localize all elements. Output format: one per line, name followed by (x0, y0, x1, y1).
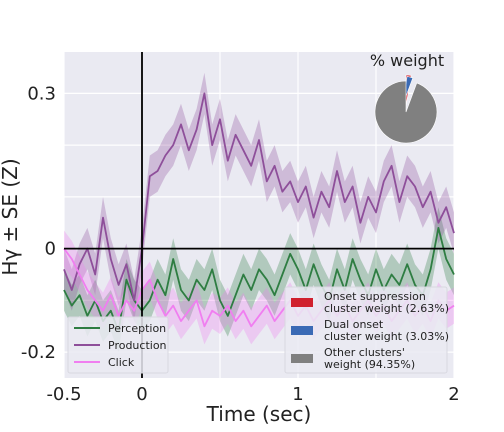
pie-legend-label: cluster weight (2.63%) (324, 302, 449, 315)
production-legend-label: Production (108, 339, 167, 352)
y-ticks: 0.3 0 -0.2 (21, 83, 56, 363)
x-axis-label: Time (sec) (206, 402, 312, 426)
weight-pie-inset: % weight (370, 51, 444, 144)
x-tick-label: 2 (448, 384, 459, 405)
perception-line (63, 226, 455, 333)
y-tick-label: 0 (45, 239, 56, 260)
production-line (63, 92, 455, 302)
x-tick-label: -0.5 (46, 384, 81, 405)
y-tick-label: -0.2 (21, 342, 56, 363)
x-tick-label: 0 (136, 384, 147, 405)
weight-pie (374, 74, 438, 144)
pie-legend-label: Other clusters' (324, 346, 405, 359)
pie-legend-swatch (291, 326, 313, 335)
y-axis-label: Hγ ± SE (Z) (0, 158, 22, 275)
series-legend: Perception Production Click (67, 316, 169, 374)
perception-se-band (64, 207, 454, 353)
click-legend-label: Click (108, 356, 135, 369)
perception-legend-label: Perception (108, 322, 166, 335)
pie-title: % weight (370, 51, 444, 70)
y-tick-label: 0.3 (27, 83, 56, 104)
x-ticks: -0.5 0 1 2 (46, 384, 459, 405)
pie-legend-swatch (291, 298, 313, 307)
pie-slice (374, 80, 438, 144)
pie-legend-label: Onset suppression (324, 290, 426, 303)
pie-legend-box (284, 286, 448, 374)
pie-legend-swatch (291, 354, 313, 363)
x-tick-label: 1 (292, 384, 303, 405)
legend-box (67, 316, 169, 374)
pie-legend-label: weight (94.35%) (324, 358, 415, 371)
pie-legend-label: cluster weight (3.03%) (324, 330, 449, 343)
production-se-band (64, 72, 454, 322)
pie-legend-label: Dual onset (324, 318, 384, 331)
